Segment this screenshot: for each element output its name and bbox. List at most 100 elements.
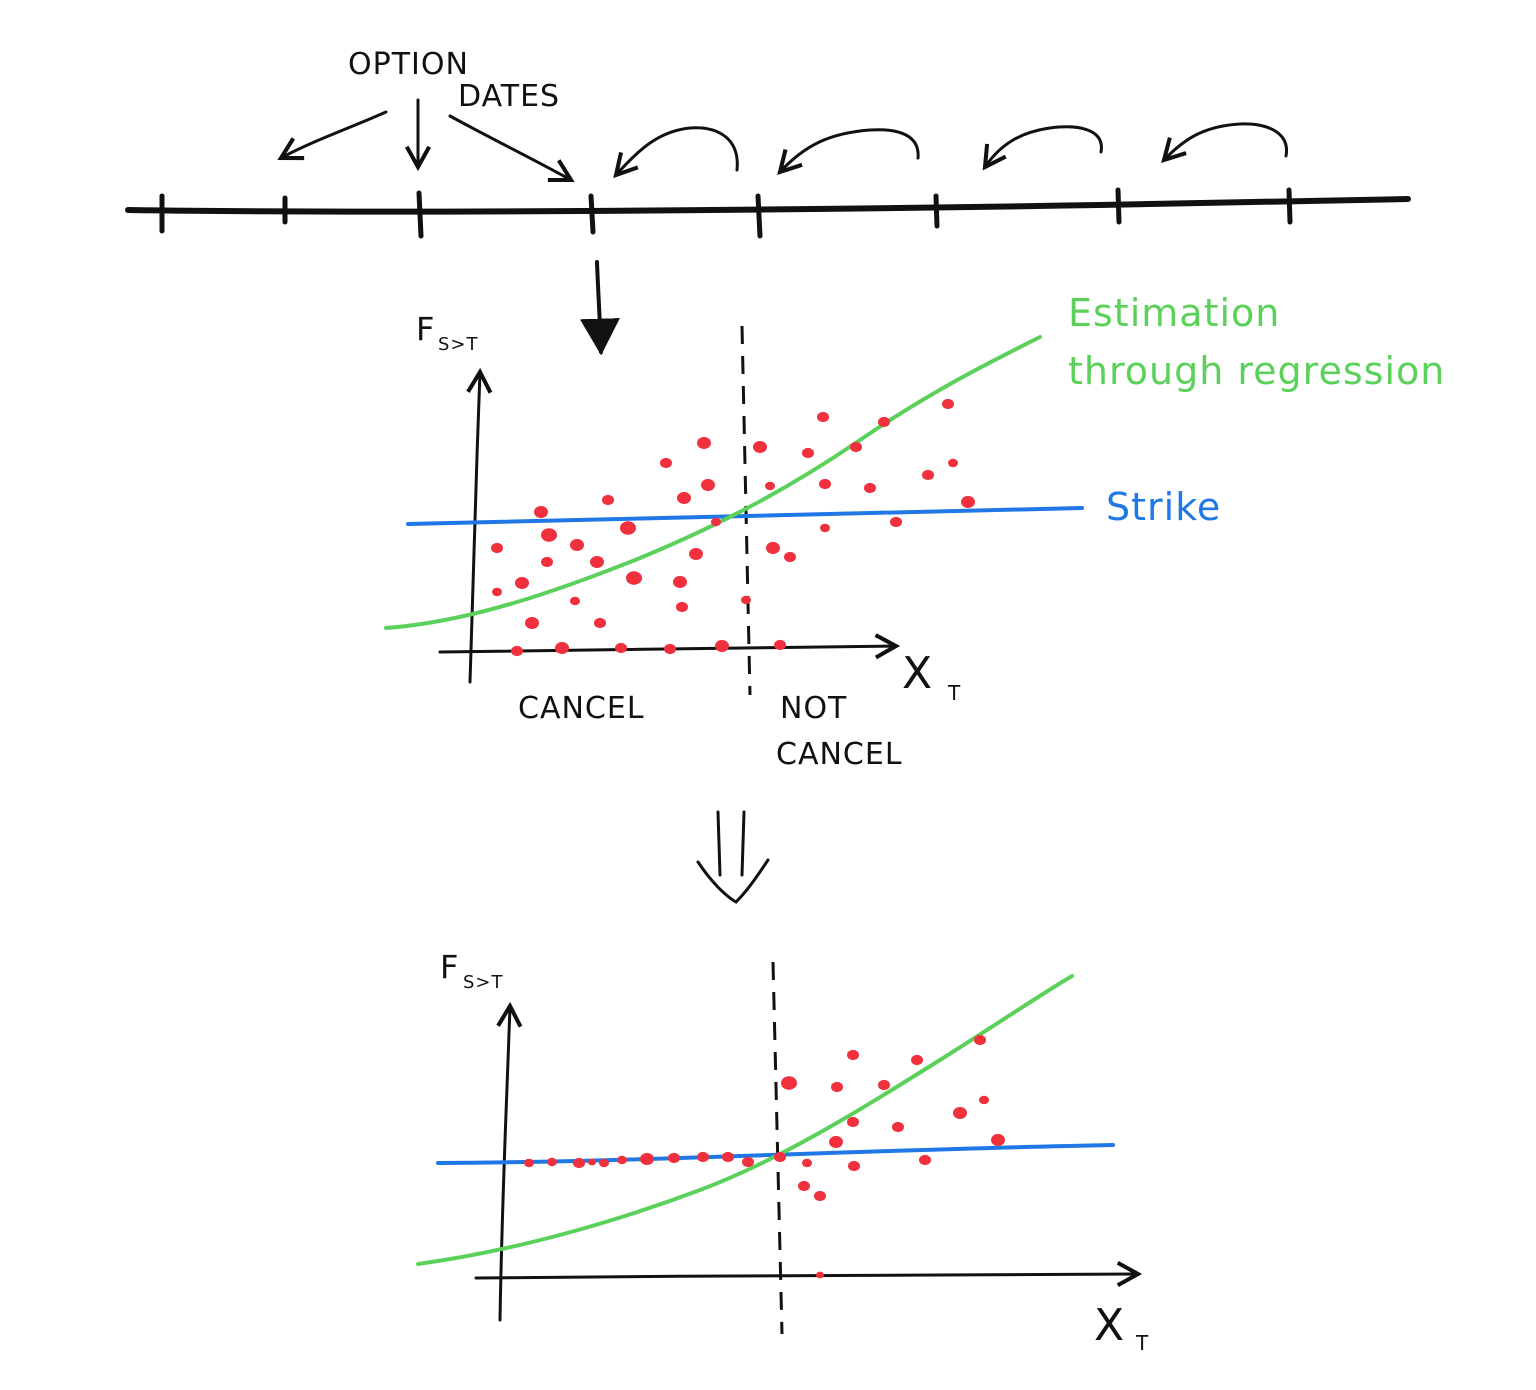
bottom-x-axis	[474, 1260, 1143, 1288]
implies-arrow	[696, 810, 770, 904]
top-strike-line	[406, 506, 1084, 526]
top-scatter-point	[491, 542, 503, 554]
backward-induction-arrows	[613, 122, 1288, 179]
bottom-scatter-point	[911, 1054, 923, 1066]
top-scatter-point	[820, 523, 830, 533]
option-dates-label-line1: OPTION	[348, 47, 469, 82]
bottom-regression-curve	[416, 974, 1074, 1266]
bottom-scatter-point	[974, 1034, 986, 1046]
bottom-scatter-point	[848, 1160, 860, 1172]
top-scatter-point	[570, 539, 584, 551]
timeline: OPTION DATES	[125, 47, 1411, 356]
bottom-scatter-point	[953, 1107, 967, 1119]
bottom-scatter-point	[722, 1151, 734, 1163]
top-scatter-point	[784, 551, 796, 563]
bottom-scatter-point	[829, 1136, 843, 1148]
bottom-scatter-point	[547, 1157, 557, 1167]
bottom-scatter-point	[599, 1158, 609, 1168]
bottom-scatter-point	[802, 1158, 812, 1168]
bottom-scatter-point	[588, 1158, 596, 1166]
cancel-region-label: CANCEL	[518, 691, 645, 726]
top-scatter-point	[677, 492, 691, 504]
bottom-scatter-point	[878, 1079, 890, 1091]
top-scatter-point	[620, 521, 636, 535]
bottom-scatter-point	[798, 1180, 810, 1192]
bottom-plot: F S>T X T	[416, 948, 1148, 1355]
top-scatter-point	[741, 595, 751, 605]
top-scatter-point	[817, 411, 829, 423]
bottom-scatter-point	[617, 1155, 627, 1165]
bottom-scatter-point	[774, 1151, 786, 1163]
top-scatter-point	[673, 576, 687, 588]
not-cancel-region-label-line2: CANCEL	[776, 737, 903, 772]
top-y-axis-label: F	[416, 310, 435, 348]
top-scatter-point	[594, 617, 606, 629]
top-scatter-point	[961, 496, 975, 508]
bottom-scatter-point	[781, 1076, 797, 1090]
top-scatter-point	[660, 457, 672, 469]
top-scatter-point	[626, 571, 642, 585]
top-scatter-point	[570, 596, 580, 606]
bottom-scatter-point	[524, 1158, 534, 1168]
top-scatter-point	[850, 441, 862, 453]
bottom-x-axis-label: X	[1094, 1300, 1125, 1351]
bottom-scatter-point	[847, 1049, 859, 1061]
top-scatter-point	[697, 437, 711, 449]
bottom-scatter-point	[742, 1156, 754, 1168]
bottom-scatter-point	[847, 1116, 859, 1128]
top-scatter-point	[602, 494, 614, 506]
top-scatter-point	[541, 556, 553, 568]
top-scatter-point	[765, 481, 775, 491]
bottom-scatter-point	[814, 1190, 826, 1202]
top-scatter-point	[948, 458, 958, 468]
top-scatter-point	[511, 645, 523, 657]
bottom-scatter-point	[892, 1121, 904, 1133]
bottom-y-axis-subscript: S>T	[463, 972, 504, 993]
top-scatter-points	[491, 398, 975, 657]
top-scatter-point	[541, 528, 557, 542]
timeline-ticks	[159, 187, 1293, 239]
bottom-scatter-point	[640, 1153, 654, 1165]
top-x-axis-label: X	[902, 648, 933, 699]
top-scatter-point	[492, 587, 502, 597]
top-scatter-point	[515, 577, 529, 589]
regression-label-line2: through regression	[1068, 349, 1445, 393]
bottom-scatter-point	[573, 1157, 585, 1169]
top-scatter-point	[689, 548, 703, 560]
top-plot: F S>T X T CANCEL NOT CANCEL Estimation t…	[384, 291, 1445, 772]
bottom-scatter-point	[668, 1152, 680, 1164]
top-y-axis	[466, 367, 493, 684]
top-scatter-point	[864, 482, 876, 494]
top-scatter-point	[711, 517, 721, 527]
option-date-arrows	[277, 98, 575, 183]
top-scatter-point	[774, 639, 786, 651]
top-regression-curve	[384, 335, 1042, 630]
bottom-scatter-point	[991, 1134, 1005, 1146]
top-scatter-point	[590, 556, 604, 568]
top-scatter-point	[715, 640, 729, 652]
bottom-scatter-point	[979, 1095, 989, 1105]
regression-label-line1: Estimation	[1068, 291, 1280, 335]
top-scatter-point	[753, 441, 767, 453]
top-scatter-point	[555, 642, 569, 654]
option-dates-label-line2: DATES	[458, 79, 560, 114]
top-y-axis-subscript: S>T	[438, 334, 479, 355]
top-scatter-point	[766, 542, 780, 554]
top-scatter-point	[615, 642, 627, 654]
bottom-cancel-threshold-line	[771, 961, 784, 1335]
top-scatter-point	[802, 447, 814, 459]
timeline-axis	[125, 196, 1411, 215]
top-scatter-point	[922, 469, 934, 481]
top-x-axis-subscript: T	[947, 681, 961, 705]
top-scatter-point	[525, 617, 539, 629]
top-scatter-point	[664, 643, 676, 655]
top-x-axis	[438, 633, 901, 660]
bottom-scatter-point	[816, 1271, 824, 1279]
bottom-y-axis-label: F	[440, 948, 459, 986]
bottom-scatter-point	[697, 1151, 709, 1163]
bottom-scatter-point	[919, 1154, 931, 1166]
top-scatter-point	[676, 601, 688, 613]
bottom-scatter-point	[831, 1081, 843, 1093]
top-scatter-point	[534, 506, 548, 518]
